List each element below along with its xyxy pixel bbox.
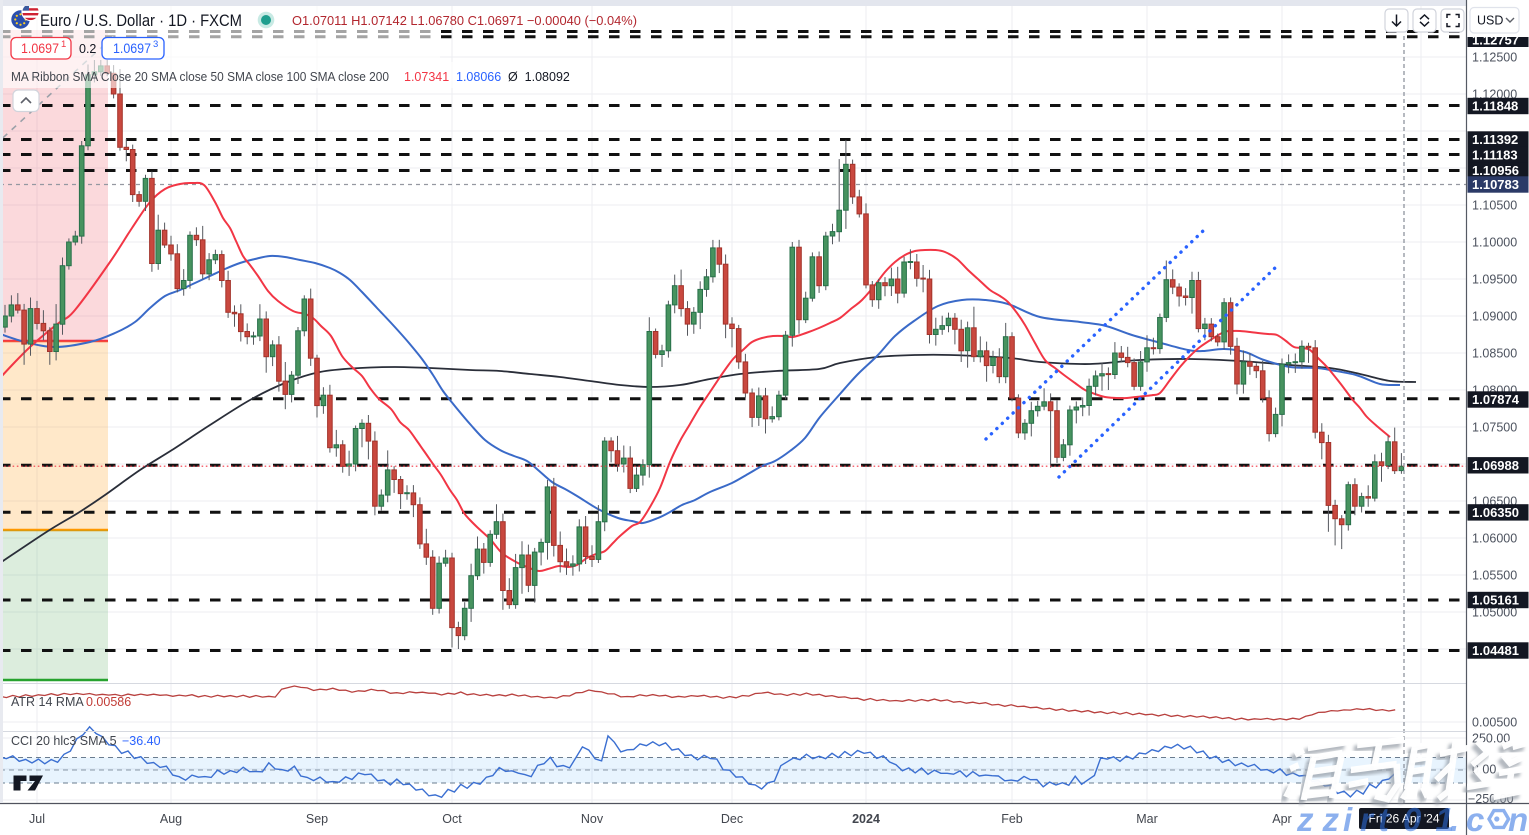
svg-text:Nov: Nov (581, 812, 604, 826)
svg-text:1.08500: 1.08500 (1472, 347, 1517, 361)
svg-text:0.00586: 0.00586 (86, 695, 131, 709)
svg-text:1.06350: 1.06350 (1472, 505, 1519, 520)
svg-text:t01: t01 (1378, 801, 1468, 835)
svg-text:1.07341: 1.07341 (404, 70, 449, 84)
svg-text:1.06988: 1.06988 (1472, 458, 1519, 473)
svg-text:0.00500: 0.00500 (1472, 716, 1517, 730)
svg-text:Jul: Jul (29, 812, 45, 826)
svg-text:1.12757: 1.12757 (1472, 33, 1519, 48)
svg-text:1: 1 (61, 39, 66, 50)
svg-text:Ø 1.08092: Ø 1.08092 (508, 70, 570, 84)
svg-text:1.05500: 1.05500 (1472, 569, 1517, 583)
svg-text:1.10500: 1.10500 (1472, 199, 1517, 213)
svg-text:1.0697: 1.0697 (21, 41, 59, 56)
svg-text:Dec: Dec (721, 812, 743, 826)
svg-text:CCI 20 hlc3 SMA 5: CCI 20 hlc3 SMA 5 (11, 734, 117, 748)
svg-text:Fri 26 Apr '24: Fri 26 Apr '24 (1369, 812, 1440, 826)
svg-text:n: n (1508, 801, 1528, 835)
svg-text:1.05161: 1.05161 (1472, 593, 1519, 608)
svg-text:r: r (1360, 801, 1375, 835)
svg-text:c: c (1466, 801, 1484, 835)
svg-text:Aug: Aug (160, 812, 182, 826)
svg-text:1.10000: 1.10000 (1472, 236, 1517, 250)
svg-text:1.11392: 1.11392 (1472, 132, 1518, 147)
svg-text:Mar: Mar (1136, 812, 1158, 826)
svg-text:1.11183: 1.11183 (1472, 148, 1518, 163)
svg-text:Sep: Sep (306, 812, 328, 826)
svg-text:ATR 14 RMA: ATR 14 RMA (11, 695, 84, 709)
svg-text:0.2: 0.2 (79, 42, 96, 56)
svg-text:1.05000: 1.05000 (1472, 606, 1517, 620)
svg-text:1.10783: 1.10783 (1472, 177, 1519, 192)
svg-text:zz: zz (1296, 801, 1348, 835)
svg-text:1.09500: 1.09500 (1472, 273, 1517, 287)
svg-text:3: 3 (153, 39, 158, 50)
svg-text:1.09000: 1.09000 (1472, 310, 1517, 324)
svg-text:−36.40: −36.40 (122, 734, 161, 748)
svg-text:1.04481: 1.04481 (1472, 643, 1519, 658)
svg-text:O1.07011 H1.07142 L1.06780 C1.: O1.07011 H1.07142 L1.06780 C1.06971 −0.0… (292, 13, 637, 28)
svg-text:MA Ribbon SMA Close 20 SMA clo: MA Ribbon SMA Close 20 SMA close 50 SMA … (11, 70, 389, 84)
svg-text:USD: USD (1477, 14, 1503, 28)
svg-text:1.12500: 1.12500 (1472, 51, 1517, 65)
svg-text:1.11848: 1.11848 (1472, 99, 1518, 114)
svg-text:1.08066: 1.08066 (456, 70, 501, 84)
svg-text:1.0697: 1.0697 (113, 41, 151, 56)
svg-text:Euro / U.S. Dollar · 1D · FXCM: Euro / U.S. Dollar · 1D · FXCM (40, 11, 242, 30)
svg-text:.: . (1450, 801, 1459, 835)
svg-text:Feb: Feb (1001, 812, 1023, 826)
svg-text:1.07874: 1.07874 (1472, 392, 1520, 407)
svg-text:i: i (1343, 801, 1353, 835)
svg-text:1.06000: 1.06000 (1472, 532, 1517, 546)
svg-text:1.10956: 1.10956 (1472, 163, 1519, 178)
svg-text:Oct: Oct (442, 812, 462, 826)
svg-text:2024: 2024 (852, 812, 880, 826)
svg-text:1.07500: 1.07500 (1472, 421, 1517, 435)
svg-text:Apr: Apr (1272, 812, 1291, 826)
